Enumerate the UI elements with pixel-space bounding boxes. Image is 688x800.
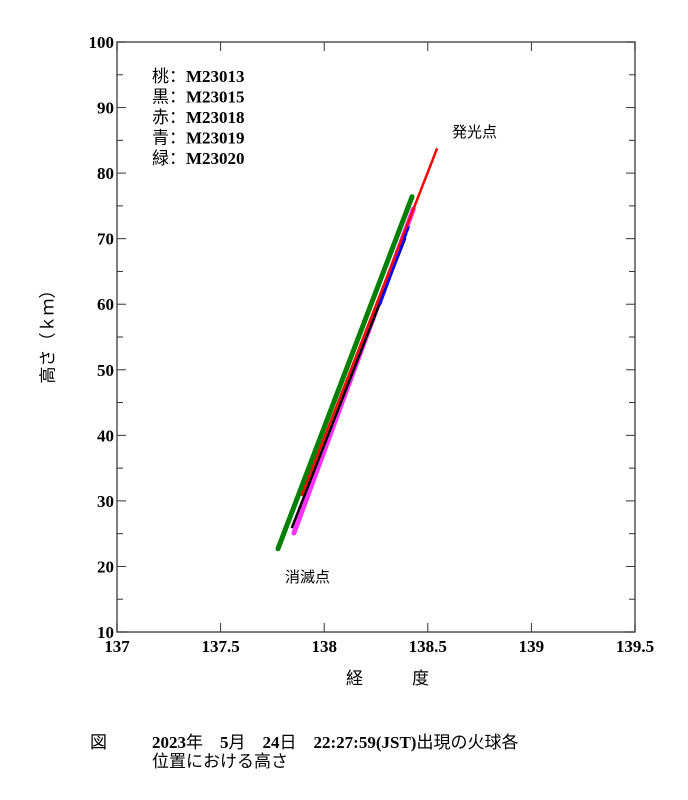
x-tick-label: 138.5 [409, 637, 447, 656]
series-layer [275, 147, 439, 552]
legend-item: 赤：M23018 [152, 108, 245, 127]
y-tick-label: 100 [89, 33, 115, 52]
series-M23019 [378, 224, 411, 306]
annotation-start-point: 発光点 [452, 123, 497, 141]
y-tick-label: 20 [97, 557, 114, 576]
x-tick-label: 138 [311, 637, 337, 656]
caption-line-2: 位置における高さ [152, 752, 288, 771]
caption-fig-label: 図 [90, 733, 107, 752]
plot-frame: 10 20 30 40 50 60 70 80 90 100 137 137.5 138 138.5 139… [89, 33, 655, 656]
legend-item: 青：M23019 [152, 129, 245, 148]
y-tick-label: 70 [97, 230, 114, 249]
y-tick-label: 80 [97, 164, 114, 183]
y-tick-label: 30 [97, 492, 114, 511]
x-tick-label: 137.5 [201, 637, 239, 656]
y-tick-label: 60 [97, 295, 114, 314]
x-tick-label: 139 [519, 637, 545, 656]
y-tick-label: 40 [97, 426, 114, 445]
chart-svg: 10 20 30 40 50 60 70 80 90 100 137 137.5 138 138.5 139… [89, 33, 655, 656]
annotation-end-point: 消滅点 [285, 568, 330, 586]
legend-item: 緑：M23020 [152, 149, 245, 168]
x-axis-label: 経 度 [346, 669, 445, 689]
y-tick-label: 10 [97, 623, 114, 642]
y-tick-label: 90 [97, 99, 114, 118]
series-M23020 [275, 194, 415, 552]
figure-caption: 図 2023年 5月 24日 22:27:59(JST)出現の火球各 位置における… [90, 733, 518, 771]
caption-line-1: 図 2023年 5月 24日 22:27:59(JST)出現の火球各 [90, 733, 519, 752]
legend-item: 黒：M23015 [152, 88, 245, 107]
series-M23018 [300, 147, 439, 497]
y-tick-label: 50 [97, 361, 114, 380]
x-tick-label: 137 [104, 637, 130, 656]
y-axis-label: 高さ（ｋｍ） [38, 281, 59, 384]
x-tick-label: 139.5 [616, 637, 654, 656]
legend-item: 桃：M23013 [152, 67, 245, 86]
